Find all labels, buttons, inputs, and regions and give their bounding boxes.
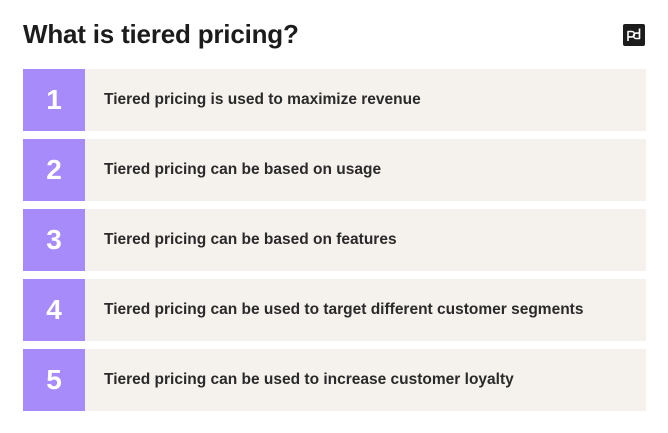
number-badge: 1 — [23, 69, 85, 131]
item-number: 1 — [46, 84, 62, 115]
item-number: 5 — [46, 364, 62, 395]
list-item: 4 Tiered pricing can be used to target d… — [23, 279, 646, 341]
item-text: Tiered pricing is used to maximize reven… — [104, 91, 421, 108]
list-item: 5 Tiered pricing can be used to increase… — [23, 349, 646, 411]
number-badge: 5 — [23, 349, 85, 411]
item-number: 4 — [46, 294, 62, 325]
item-text: Tiered pricing can be used to increase c… — [104, 371, 514, 388]
item-text: Tiered pricing can be used to target dif… — [104, 301, 584, 318]
page-title: What is tiered pricing? — [23, 19, 299, 49]
number-badge: 3 — [23, 209, 85, 271]
list-item: 1 Tiered pricing is used to maximize rev… — [23, 69, 646, 131]
item-text: Tiered pricing can be based on features — [104, 231, 397, 248]
item-number: 2 — [46, 154, 62, 185]
number-badge: 4 — [23, 279, 85, 341]
list-item: 3 Tiered pricing can be based on feature… — [23, 209, 646, 271]
number-badge: 2 — [23, 139, 85, 201]
item-number: 3 — [46, 224, 62, 255]
pd-logo-icon — [623, 24, 645, 46]
item-text: Tiered pricing can be based on usage — [104, 161, 382, 178]
tier-list: 1 Tiered pricing is used to maximize rev… — [23, 69, 646, 419]
list-item: 2 Tiered pricing can be based on usage — [23, 139, 646, 201]
